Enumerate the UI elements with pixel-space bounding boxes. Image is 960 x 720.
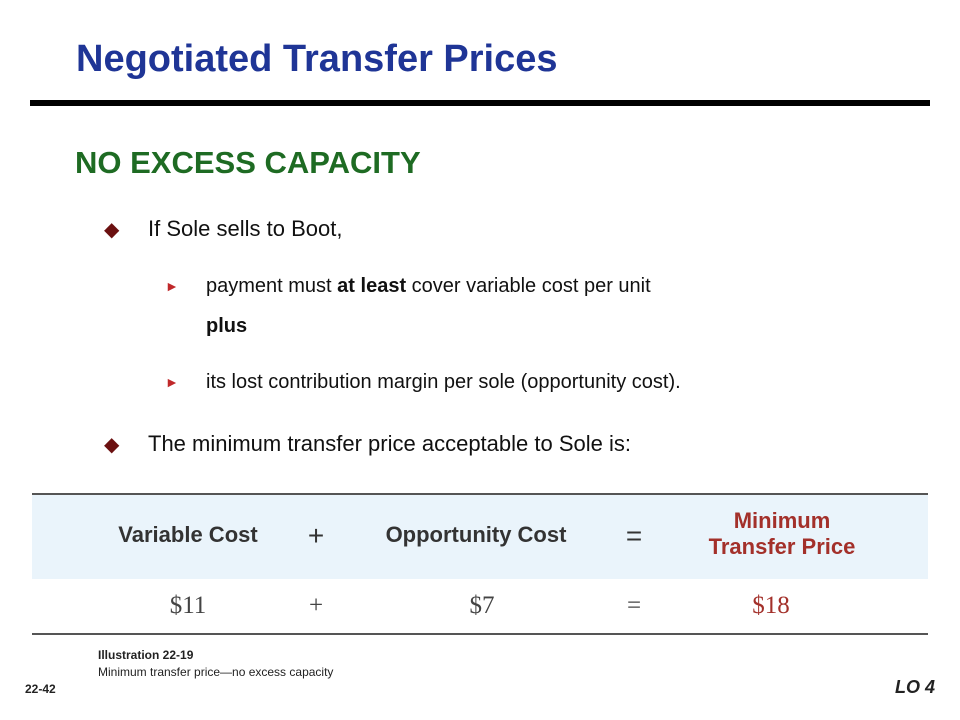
sub-bullet-text: its lost contribution margin per sole (o… [206, 371, 681, 393]
table-cell: $11 [169, 592, 207, 619]
table-cell: $7 [469, 592, 495, 619]
caption-label: Illustration 22-19 [98, 648, 194, 662]
table-header-cell: = [625, 520, 643, 551]
section-heading: NO EXCESS CAPACITY [75, 145, 421, 180]
table-cell: $18 [752, 592, 790, 619]
table-rule [32, 633, 928, 635]
text-bold: at least [337, 275, 407, 297]
bullet-icon: ◆ [104, 434, 120, 456]
table-rule [32, 493, 928, 495]
table-header-cell: Minimum Transfer Price [708, 508, 856, 559]
table-cell: + [308, 592, 324, 619]
text-bold: plus [206, 315, 248, 337]
sub-bullet-icon: ► [165, 374, 179, 390]
text-run: cover variable cost per unit [406, 275, 651, 297]
bullet-text: If Sole sells to Boot, [148, 216, 343, 241]
slide-title: Negotiated Transfer Prices [76, 38, 558, 80]
sub-bullet-text: payment must at least cover variable cos… [206, 266, 651, 346]
page-number: 22-42 [25, 682, 56, 696]
bullet-text: The minimum transfer price acceptable to… [148, 431, 631, 456]
text-run: payment must [206, 275, 338, 297]
table-cell: = [626, 592, 642, 619]
table-header-cell: + [307, 520, 325, 551]
table-header-bg [32, 495, 928, 579]
table-header-cell: Variable Cost [118, 522, 258, 547]
caption-text: Minimum transfer price—no excess capacit… [98, 665, 334, 679]
learning-objective: LO 4 [894, 677, 935, 697]
sub-bullet-icon: ► [165, 278, 179, 294]
title-rule [30, 100, 930, 106]
table-header-cell: Opportunity Cost [385, 522, 567, 547]
bullet-icon: ◆ [104, 219, 120, 241]
